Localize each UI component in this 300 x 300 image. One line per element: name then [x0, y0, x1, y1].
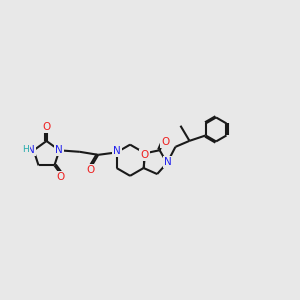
Text: O: O	[56, 172, 65, 182]
Text: O: O	[161, 137, 169, 147]
Text: O: O	[42, 122, 51, 132]
Text: N: N	[164, 157, 172, 167]
Text: N: N	[113, 146, 121, 156]
Text: N: N	[56, 145, 63, 155]
Text: N: N	[27, 145, 35, 155]
Text: O: O	[140, 150, 149, 160]
Text: O: O	[86, 165, 94, 176]
Text: H: H	[22, 145, 28, 154]
